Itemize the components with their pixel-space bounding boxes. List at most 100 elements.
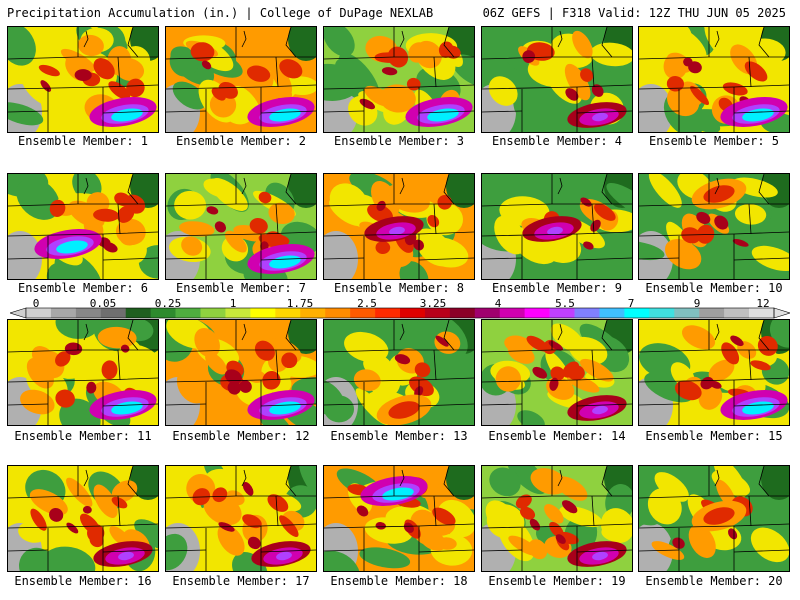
- colorbar-swatch: [150, 308, 176, 318]
- precip-field: [8, 174, 158, 279]
- ensemble-member-map: [7, 319, 159, 426]
- ensemble-member-label: Ensemble Member: 1: [17, 134, 149, 148]
- ensemble-member-map: [638, 173, 790, 280]
- ensemble-member-label: Ensemble Member: 19: [488, 574, 626, 588]
- precip-field: [482, 27, 632, 132]
- precip-field: [482, 466, 632, 571]
- precip-field: [639, 466, 789, 571]
- precip-field: [166, 27, 316, 132]
- colorbar-swatch: [649, 308, 675, 318]
- precip-field: [166, 320, 316, 425]
- colorbar-tick-label: 1.75: [286, 297, 314, 310]
- precip-field: [166, 466, 316, 571]
- colorbar-swatch: [574, 308, 600, 318]
- colorbar-swatch: [50, 308, 77, 318]
- colorbar-swatch: [350, 308, 376, 318]
- colorbar-swatch: [674, 308, 700, 318]
- ensemble-member-map: [165, 26, 317, 133]
- ensemble-member-label: Ensemble Member: 11: [14, 429, 152, 443]
- ensemble-member-label: Ensemble Member: 17: [172, 574, 310, 588]
- colorbar-swatch: [724, 308, 750, 318]
- ensemble-member-label: Ensemble Member: 5: [648, 134, 780, 148]
- precip-field: [324, 27, 474, 132]
- colorbar-tick-label: 3.25: [419, 297, 447, 310]
- colorbar-swatch: [325, 308, 351, 318]
- ensemble-member-map: [165, 173, 317, 280]
- colorbar-swatch: [200, 308, 226, 318]
- ensemble-member-map: [323, 465, 475, 572]
- precip-field: [482, 174, 632, 279]
- colorbar-tick-label: 1: [229, 297, 237, 310]
- ensemble-member-label: Ensemble Member: 10: [645, 281, 783, 295]
- precip-field: [166, 174, 316, 279]
- colorbar-tick-label: 7: [627, 297, 635, 310]
- page-title: Precipitation Accumulation (in.) | Colle…: [7, 6, 434, 20]
- ensemble-member-label: Ensemble Member: 3: [333, 134, 465, 148]
- colorbar-swatch: [250, 308, 276, 318]
- ensemble-member-label: Ensemble Member: 14: [488, 429, 626, 443]
- ensemble-member-label: Ensemble Member: 6: [17, 281, 149, 295]
- ensemble-member-label: Ensemble Member: 7: [175, 281, 307, 295]
- ensemble-member-map: [165, 319, 317, 426]
- colorbar-tick-label: 0.05: [89, 297, 117, 310]
- ensemble-member-map: [638, 319, 790, 426]
- ensemble-member-map: [481, 319, 633, 426]
- precip-field: [639, 320, 789, 425]
- ensemble-member-map: [481, 26, 633, 133]
- colorbar-swatch: [499, 308, 525, 318]
- ensemble-member-map: [7, 26, 159, 133]
- colorbar-swatch: [749, 308, 775, 318]
- colorbar-tick-label: 0.25: [154, 297, 182, 310]
- colorbar-swatch: [275, 308, 301, 318]
- precip-field: [8, 320, 158, 425]
- colorbar-tick-label: 0: [32, 297, 40, 310]
- precip-field: [324, 466, 474, 571]
- ensemble-member-label: Ensemble Member: 16: [14, 574, 152, 588]
- colorbar-swatch: [599, 308, 625, 318]
- colorbar-swatch: [175, 308, 201, 318]
- ensemble-member-map: [165, 465, 317, 572]
- colorbar-tick-label: 2.5: [357, 297, 377, 310]
- colorbar-swatch: [474, 308, 501, 318]
- colorbar-swatch: [424, 308, 451, 318]
- ensemble-member-label: Ensemble Member: 18: [330, 574, 468, 588]
- colorbar-min-arrow: [10, 307, 27, 319]
- precip-field: [8, 466, 158, 571]
- ensemble-member-label: Ensemble Member: 8: [333, 281, 465, 295]
- ensemble-member-map: [7, 173, 159, 280]
- ensemble-member-map: [638, 26, 790, 133]
- colorbar-swatch: [100, 308, 127, 318]
- colorbar-swatch: [225, 308, 251, 318]
- colorbar-swatch: [400, 308, 426, 318]
- ensemble-member-label: Ensemble Member: 2: [175, 134, 307, 148]
- precip-field: [639, 27, 789, 132]
- colorbar-swatch: [624, 308, 650, 318]
- colorbar-swatch: [26, 308, 52, 318]
- colorbar-max-arrow: [773, 307, 790, 319]
- ensemble-member-label: Ensemble Member: 13: [330, 429, 468, 443]
- colorbar-swatch: [549, 308, 575, 318]
- precip-field: [639, 174, 789, 279]
- colorbar-swatch: [699, 308, 725, 318]
- colorbar-tick-label: 12: [756, 297, 770, 310]
- precip-field: [482, 320, 632, 425]
- ensemble-member-map: [7, 465, 159, 572]
- colorbar-tick-label: 4: [494, 297, 502, 310]
- ensemble-member-map: [323, 26, 475, 133]
- ensemble-member-map: [323, 319, 475, 426]
- ensemble-member-map: [638, 465, 790, 572]
- ensemble-member-label: Ensemble Member: 9: [491, 281, 623, 295]
- precip-field: [324, 174, 474, 279]
- ensemble-member-map: [481, 465, 633, 572]
- ensemble-member-label: Ensemble Member: 12: [172, 429, 310, 443]
- ensemble-member-map: [323, 173, 475, 280]
- colorbar-swatch: [300, 308, 326, 318]
- colorbar-tick-label: 9: [693, 297, 701, 310]
- ensemble-member-label: Ensemble Member: 15: [645, 429, 783, 443]
- model-run-info: 06Z GEFS | F318 Valid: 12Z THU JUN 05 20…: [482, 6, 786, 20]
- colorbar-swatch: [449, 308, 476, 318]
- colorbar-swatch: [75, 308, 102, 318]
- precip-field: [8, 27, 158, 132]
- ensemble-member-label: Ensemble Member: 20: [645, 574, 783, 588]
- colorbar-swatch: [524, 308, 550, 318]
